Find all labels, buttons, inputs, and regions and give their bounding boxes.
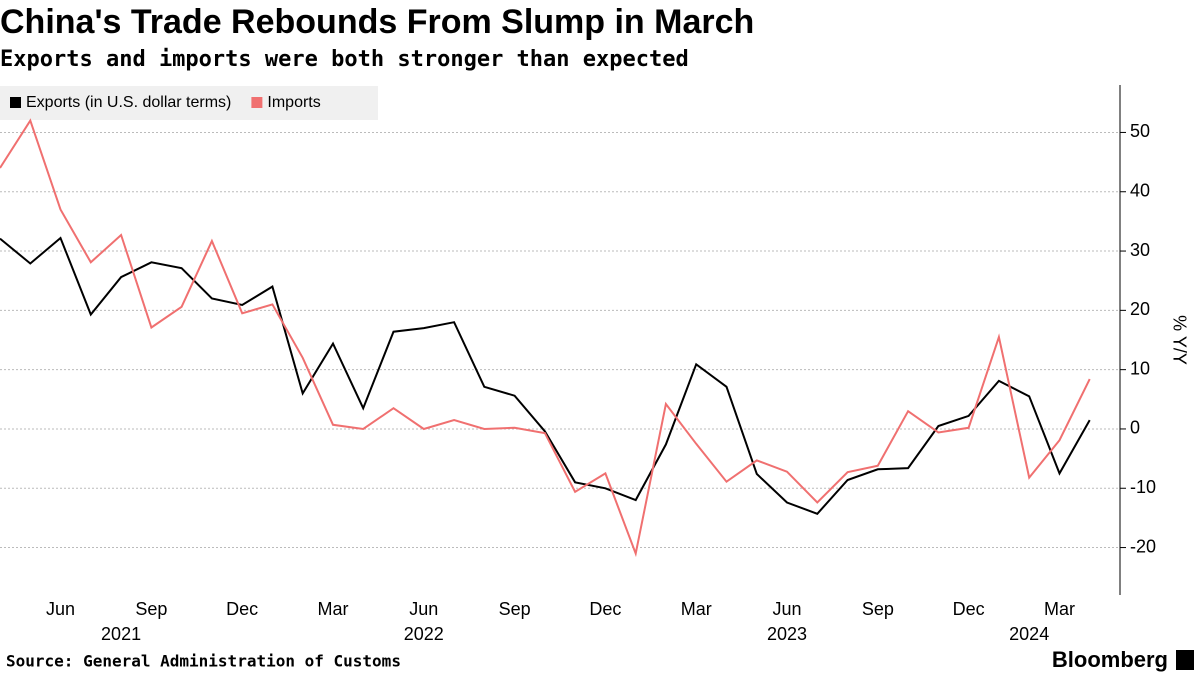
y-tick-label: 30	[1130, 240, 1150, 260]
y-tick-label: 40	[1130, 180, 1150, 200]
x-tick-label: Jun	[773, 599, 802, 619]
x-tick-label: Dec	[589, 599, 621, 619]
x-tick-label: Mar	[1044, 599, 1075, 619]
x-tick-label: Dec	[226, 599, 258, 619]
y-tick-label: -10	[1130, 477, 1156, 497]
y-tick-label: 10	[1130, 358, 1150, 378]
x-tick-label: Jun	[409, 599, 438, 619]
x-year-label: 2023	[767, 624, 807, 644]
x-year-label: 2022	[404, 624, 444, 644]
legend-label: Exports (in U.S. dollar terms)	[26, 94, 231, 111]
y-tick-label: -20	[1130, 536, 1156, 556]
legend-swatch	[251, 97, 263, 108]
y-axis-label: % Y/Y	[1169, 315, 1189, 365]
x-tick-label: Mar	[681, 599, 712, 619]
brand-icon	[1176, 650, 1194, 670]
legend-swatch	[10, 97, 21, 108]
y-tick-label: 0	[1130, 418, 1140, 438]
brand: Bloomberg	[1052, 647, 1168, 672]
y-tick-label: 20	[1130, 299, 1150, 319]
x-tick-label: Mar	[317, 599, 348, 619]
x-tick-label: Sep	[499, 599, 531, 619]
series-line	[0, 118, 1091, 558]
x-year-label: 2024	[1009, 624, 1049, 644]
chart-subtitle: Exports and imports were both stronger t…	[0, 47, 689, 72]
legend-label: Imports	[267, 94, 320, 111]
chart-title: China's Trade Rebounds From Slump in Mar…	[0, 3, 754, 41]
x-tick-label: Sep	[862, 599, 894, 619]
x-tick-label: Sep	[135, 599, 167, 619]
y-tick-label: 50	[1130, 121, 1150, 141]
x-year-label: 2021	[101, 624, 141, 644]
x-tick-label: Dec	[953, 599, 985, 619]
x-tick-label: Jun	[46, 599, 75, 619]
source: Source: General Administration of Custom…	[6, 652, 401, 671]
legend-background	[0, 86, 378, 120]
series-line	[0, 236, 1091, 515]
